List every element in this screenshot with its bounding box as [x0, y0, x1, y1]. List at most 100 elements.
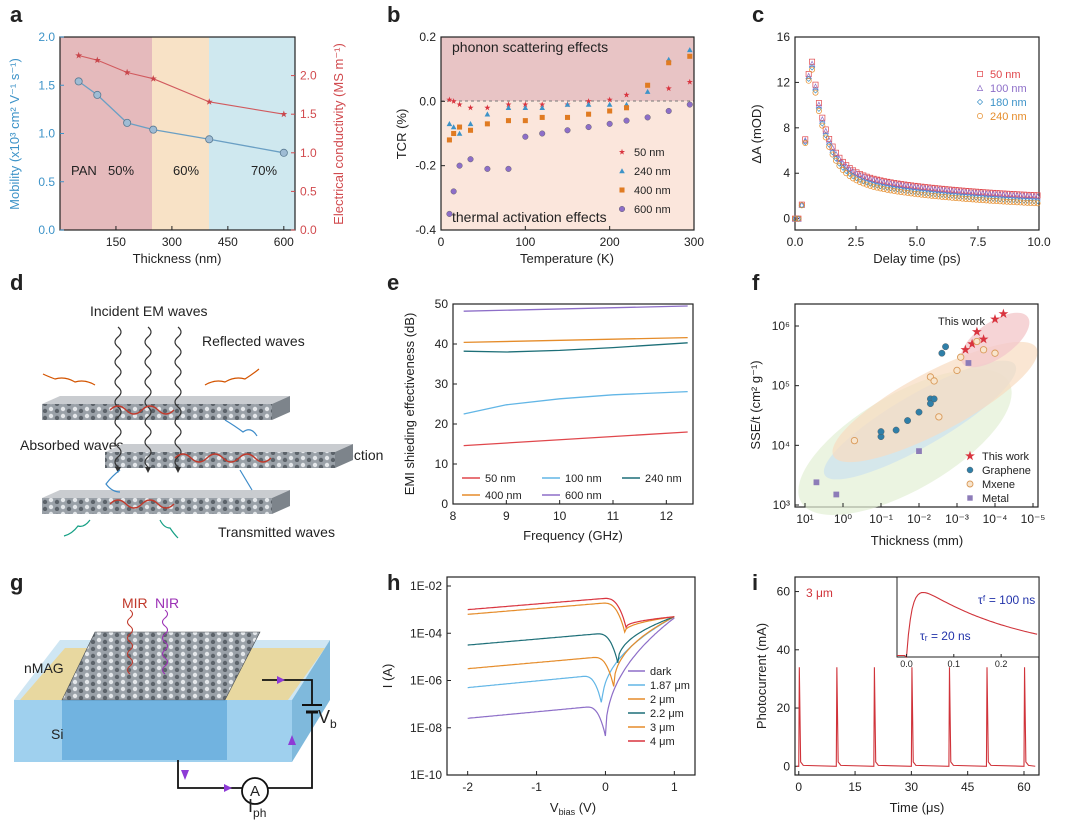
current-arrow-right	[288, 735, 296, 745]
sse-point-2	[957, 353, 965, 361]
xlabel-e: Frequency (GHz)	[523, 528, 623, 543]
da-point-3	[945, 194, 952, 201]
da-point-3	[1010, 199, 1017, 206]
sse-point-2	[953, 366, 961, 375]
ylabel-c: ΔA (mOD)	[749, 104, 764, 163]
xtick-label-f: 10⁻²	[907, 512, 931, 526]
legend-label-h: 2 μm	[650, 694, 675, 706]
internal-wave-3	[239, 469, 253, 491]
xtick-label-h: -1	[531, 780, 542, 794]
conductivity-point	[280, 110, 288, 118]
da-point-3	[1014, 199, 1020, 206]
tcr-point-2	[505, 118, 511, 124]
da-point-1	[887, 180, 894, 187]
da-point-1	[993, 190, 1000, 198]
emi-line-0	[463, 431, 688, 447]
da-point-3	[908, 190, 915, 197]
da-point-1	[853, 170, 860, 177]
xtick-label-e: 9	[503, 509, 510, 523]
photocurrent-trace	[796, 667, 1036, 767]
mobility-point	[74, 77, 83, 86]
ytick-label-i: 0	[783, 759, 790, 773]
current-arrow-top	[277, 676, 285, 684]
xlabel-a: Thickness (nm)	[133, 251, 222, 266]
panel-label-g: g	[10, 570, 23, 595]
plot-h: -2 -1 0 1 1E-10 1E-08 1E-06 1E-04 1E-02 dark 1.87 …	[410, 579, 690, 794]
da-point-1	[911, 183, 918, 190]
da-point-3	[942, 194, 949, 201]
incident-arrow-0	[115, 467, 121, 473]
tau-fall-label: τᶠ = 100 ns	[978, 593, 1035, 607]
da-point-3	[956, 195, 962, 202]
xlabel-h-sub: bias	[559, 807, 576, 817]
panel-h: h -2 -1 0 1 1E-10 1E-08 1E-06 1E-04 1E-02 dark 1.8…	[380, 570, 696, 817]
ylabel-a-left: Mobility (x10³ cm² V⁻¹ s⁻¹)	[7, 58, 22, 210]
region-phonon	[441, 37, 694, 101]
da-point-1	[976, 189, 983, 197]
da-point-1	[959, 188, 966, 195]
xtick-label-i: 15	[848, 780, 862, 794]
xtick-label-f: 10⁻³	[945, 512, 969, 526]
da-point-3	[856, 179, 863, 185]
legend-label-f: Graphene	[982, 465, 1031, 477]
tcr-point-0	[522, 101, 529, 108]
internal-wave-2	[105, 469, 121, 493]
da-point-2	[846, 170, 853, 177]
sse-point-1	[938, 349, 946, 357]
da-point-3	[1017, 199, 1024, 206]
channel	[62, 700, 227, 760]
tcr-point-3	[456, 162, 463, 169]
da-point-3	[993, 198, 1000, 205]
da-point-1	[904, 182, 911, 190]
da-point-2	[822, 132, 829, 139]
current-arrow-bottom	[224, 784, 232, 792]
tcr-point-3	[484, 165, 491, 172]
da-point-2	[849, 173, 857, 180]
tcr-point-1	[505, 104, 512, 111]
ytick-label-e: 20	[435, 417, 449, 431]
da-point-1	[846, 165, 853, 173]
da-point-1	[860, 173, 867, 180]
tcr-point-2	[522, 118, 528, 124]
tcr-point-1	[585, 101, 592, 107]
ytick-label-c: 16	[777, 30, 791, 44]
ytick-label-a-left: 0.5	[38, 175, 55, 189]
sse-point-0	[971, 326, 982, 336]
ytick-label-a-right: 0.5	[300, 184, 317, 198]
da-point-3	[952, 195, 959, 201]
axes-e	[452, 303, 694, 505]
reflected-wave-right	[204, 368, 260, 386]
da-point-1	[1013, 192, 1021, 199]
da-point-3	[990, 197, 997, 204]
da-point-1	[805, 72, 812, 79]
ytick-label-h: 1E-04	[410, 626, 442, 640]
da-point-1	[812, 83, 819, 90]
legend-label-h: 1.87 μm	[650, 680, 690, 692]
xtick-label-c: 5.0	[909, 235, 926, 249]
tcr-point-2	[564, 114, 571, 120]
tcr-point-0	[467, 104, 474, 111]
da-point-3	[915, 191, 921, 198]
transmitted-wave-2	[159, 519, 179, 539]
xtick-label-f: 10⁻⁴	[983, 512, 1008, 526]
xtick-label-i: 60	[1017, 780, 1031, 794]
legend-label-h: 2.2 μm	[650, 708, 684, 720]
legend-label-f: This work	[982, 451, 1030, 463]
da-point-1	[1007, 191, 1014, 199]
plot-c: 0.0 2.5 5.0 7.5 10.0 0 4 8 12 16 50 nm 100 nm 180 nm…	[777, 30, 1051, 249]
xlabel-h-unit: (V)	[575, 800, 596, 815]
iph-main: I	[248, 796, 253, 816]
da-point-2	[819, 120, 826, 127]
region-label-70: 70%	[251, 163, 277, 178]
tcr-point-2	[687, 53, 693, 59]
da-point-1	[884, 179, 891, 186]
ytick-label-e: 0	[441, 497, 448, 511]
legend-marker-b	[618, 148, 626, 155]
da-point-3	[1031, 200, 1038, 207]
incident-arrow-1	[145, 467, 151, 473]
da-point-1	[825, 137, 833, 144]
panel-label-b: b	[387, 2, 400, 27]
da-point-1	[996, 191, 1004, 198]
sse-point-3	[965, 360, 972, 366]
tcr-point-3	[446, 210, 453, 217]
